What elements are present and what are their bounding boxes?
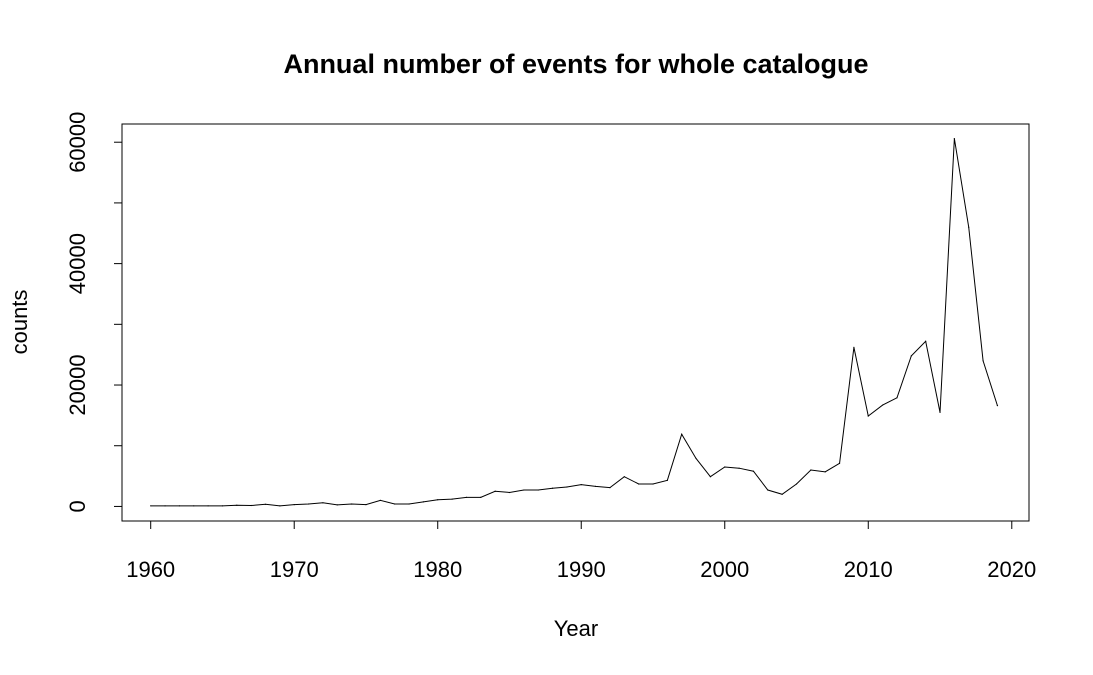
data-point bbox=[465, 496, 468, 498]
x-tick-label: 1990 bbox=[557, 557, 606, 582]
x-tick-label: 2020 bbox=[987, 557, 1036, 582]
data-point bbox=[236, 504, 238, 506]
y-axis-label: counts bbox=[7, 290, 32, 355]
y-axis: 0 20000 40000 60000 bbox=[65, 112, 123, 513]
data-point bbox=[537, 489, 539, 491]
data-point bbox=[193, 505, 195, 507]
x-tick-label: 1970 bbox=[270, 557, 319, 582]
x-axis: 1960 1970 1980 1990 2000 2010 2020 bbox=[126, 520, 1036, 582]
plot-frame bbox=[121, 123, 1030, 522]
x-tick-label: 1980 bbox=[413, 557, 462, 582]
x-tick-label: 2000 bbox=[700, 557, 749, 582]
y-tick-label: 40000 bbox=[65, 233, 90, 294]
data-point bbox=[896, 397, 898, 399]
data-point bbox=[968, 226, 970, 228]
data-point bbox=[221, 505, 224, 507]
data-point bbox=[824, 471, 826, 473]
data-point bbox=[279, 505, 281, 507]
data-point bbox=[724, 466, 726, 468]
data-point bbox=[996, 405, 999, 407]
data-point bbox=[623, 476, 625, 478]
data-point bbox=[752, 470, 755, 472]
data-point bbox=[523, 489, 525, 491]
data-point bbox=[709, 476, 712, 478]
data-point bbox=[551, 487, 554, 489]
data-point bbox=[365, 504, 367, 506]
data-points bbox=[150, 137, 999, 507]
y-tick-label: 20000 bbox=[65, 354, 90, 415]
data-point bbox=[508, 491, 511, 494]
x-tick-label: 1960 bbox=[126, 557, 175, 582]
data-point bbox=[408, 503, 410, 505]
data-point bbox=[164, 505, 166, 507]
data-point bbox=[351, 503, 353, 505]
data-point bbox=[250, 504, 252, 507]
data-point bbox=[394, 503, 396, 505]
data-point bbox=[767, 489, 769, 491]
data-point bbox=[566, 486, 568, 488]
data-point bbox=[580, 483, 582, 486]
data-point bbox=[781, 493, 783, 495]
data-point bbox=[939, 411, 941, 413]
data-point bbox=[638, 483, 640, 485]
data-point bbox=[264, 503, 267, 505]
data-point bbox=[480, 496, 482, 498]
data-point bbox=[293, 504, 295, 506]
data-point bbox=[953, 137, 955, 140]
data-point bbox=[322, 502, 324, 504]
y-tick-label: 0 bbox=[65, 500, 90, 512]
data-point bbox=[810, 469, 812, 471]
data-point bbox=[982, 360, 984, 362]
data-point bbox=[594, 485, 597, 487]
chart-title: Annual number of events for whole catalo… bbox=[283, 49, 868, 79]
data-point bbox=[738, 467, 740, 469]
data-point bbox=[494, 490, 496, 492]
data-point bbox=[609, 487, 611, 489]
series-line bbox=[150, 138, 998, 507]
data-point bbox=[150, 505, 152, 507]
data-point bbox=[437, 499, 439, 501]
data-point bbox=[451, 498, 453, 500]
data-point bbox=[838, 462, 841, 464]
data-point bbox=[379, 499, 381, 501]
data-point bbox=[681, 433, 683, 435]
data-point bbox=[925, 340, 927, 342]
data-point bbox=[853, 346, 855, 348]
data-point bbox=[882, 404, 884, 406]
x-axis-label: Year bbox=[554, 616, 598, 641]
data-point bbox=[795, 483, 798, 485]
data-point bbox=[910, 355, 912, 357]
data-point bbox=[695, 457, 697, 460]
data-point bbox=[178, 505, 181, 507]
data-point bbox=[867, 415, 869, 417]
data-point bbox=[336, 504, 338, 506]
data-point bbox=[207, 505, 209, 507]
data-point bbox=[652, 483, 654, 485]
data-point bbox=[422, 501, 424, 503]
y-tick-label: 60000 bbox=[65, 112, 90, 173]
x-tick-label: 2010 bbox=[844, 557, 893, 582]
data-point bbox=[666, 479, 668, 481]
data-point bbox=[307, 503, 310, 505]
